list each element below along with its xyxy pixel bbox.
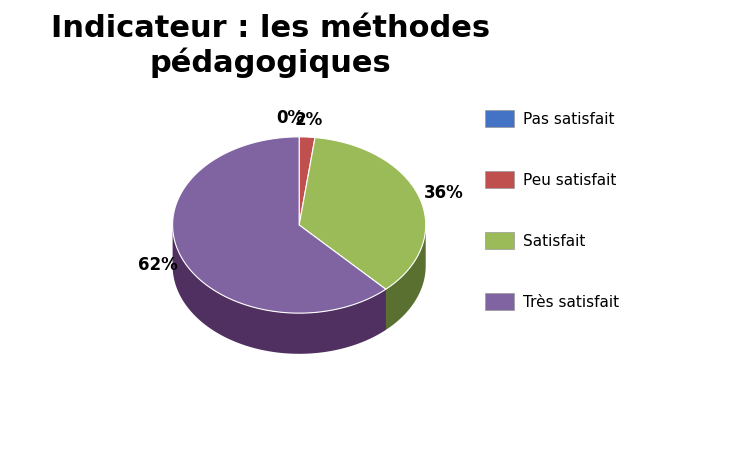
Text: Pas satisfait: Pas satisfait (523, 112, 614, 127)
Text: Indicateur : les méthodes
pédagogiques: Indicateur : les méthodes pédagogiques (51, 14, 490, 78)
Text: 0%: 0% (277, 109, 305, 127)
Text: 62%: 62% (138, 255, 177, 273)
Polygon shape (173, 138, 386, 313)
Text: 2%: 2% (295, 111, 323, 129)
Text: 36%: 36% (423, 184, 463, 202)
Text: Satisfait: Satisfait (523, 234, 585, 249)
Text: Très satisfait: Très satisfait (523, 295, 619, 310)
Polygon shape (299, 226, 386, 330)
Polygon shape (299, 138, 315, 226)
Polygon shape (299, 138, 426, 290)
Polygon shape (173, 227, 386, 354)
Polygon shape (386, 226, 426, 330)
Text: Peu satisfait: Peu satisfait (523, 173, 616, 188)
Polygon shape (299, 226, 386, 330)
